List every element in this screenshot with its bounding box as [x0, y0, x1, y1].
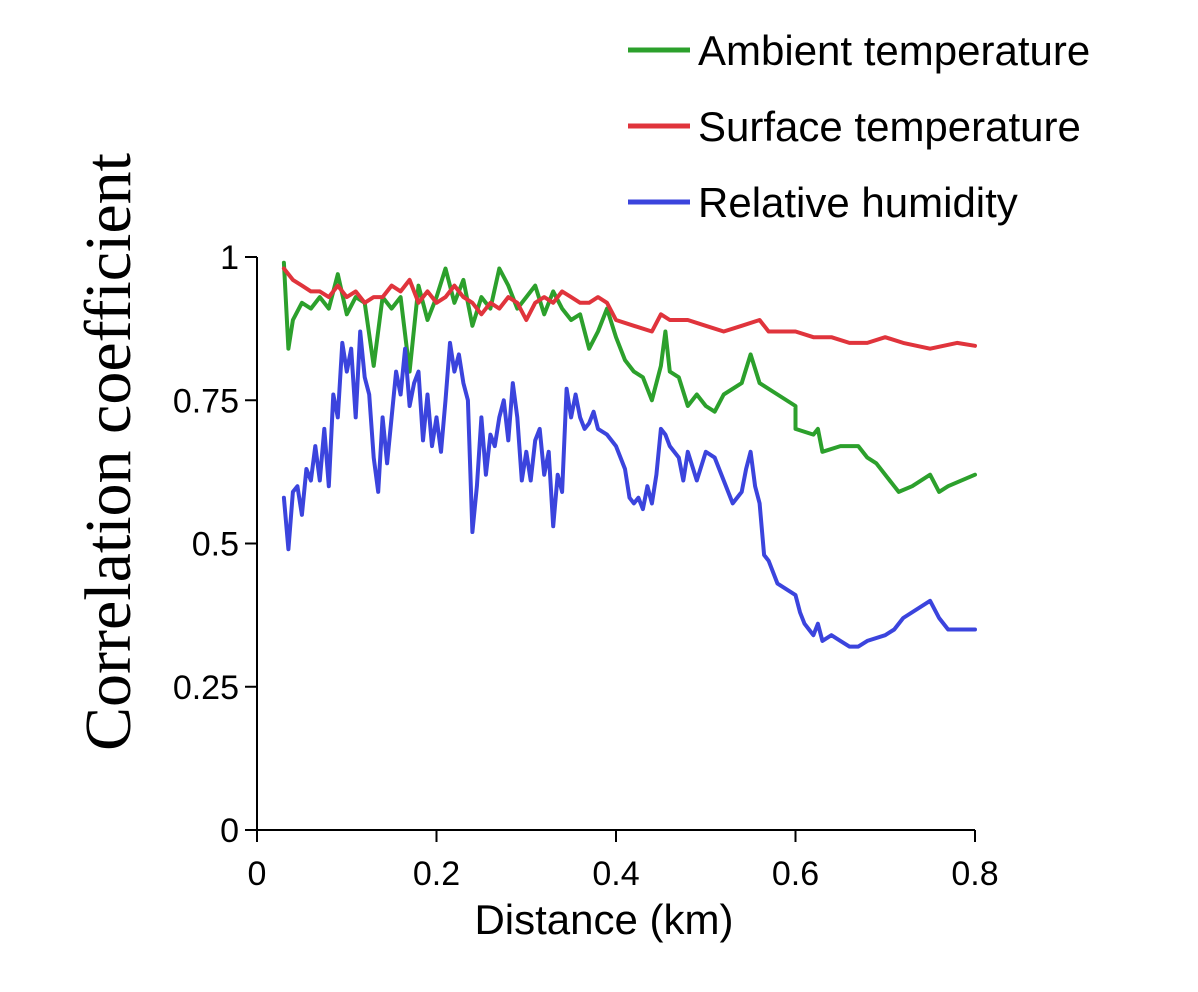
series-line-ambient-temperature: [281, 260, 977, 494]
x-tick-label: 0.4: [592, 855, 639, 893]
y-axis: 0 0.25 0.5 0.75 1: [173, 239, 258, 850]
legend-item: Surface temperature: [628, 103, 1081, 150]
y-tick-label: 0.5: [192, 526, 239, 564]
y-tick-label: 0: [220, 812, 239, 850]
x-tick-label: 0.8: [951, 855, 998, 893]
legend-item: Ambient temperature: [628, 27, 1090, 74]
legend-label: Relative humidity: [698, 179, 1018, 226]
x-axis: 0 0.2 0.4 0.6 0.8: [248, 829, 999, 893]
legend-item: Relative humidity: [628, 179, 1018, 226]
x-tick-label: 0.6: [772, 855, 819, 893]
legend-label: Ambient temperature: [698, 27, 1090, 74]
legend: Ambient temperature Surface temperature Re…: [628, 27, 1090, 226]
series-line-surface-temperature: [281, 266, 977, 351]
legend-label: Surface temperature: [698, 103, 1081, 150]
x-tick-label: 0.2: [413, 855, 460, 893]
y-tick-label: 0.75: [173, 382, 239, 420]
x-axis-title: Distance (km): [474, 896, 733, 943]
series-line-relative-humidity: [281, 329, 977, 649]
y-tick-label: 1: [220, 239, 239, 277]
series-layer: [281, 260, 977, 649]
x-tick-label: 0: [248, 855, 267, 893]
y-axis-title: Correlation coefficient: [72, 153, 145, 751]
y-tick-label: 0.25: [173, 669, 239, 707]
